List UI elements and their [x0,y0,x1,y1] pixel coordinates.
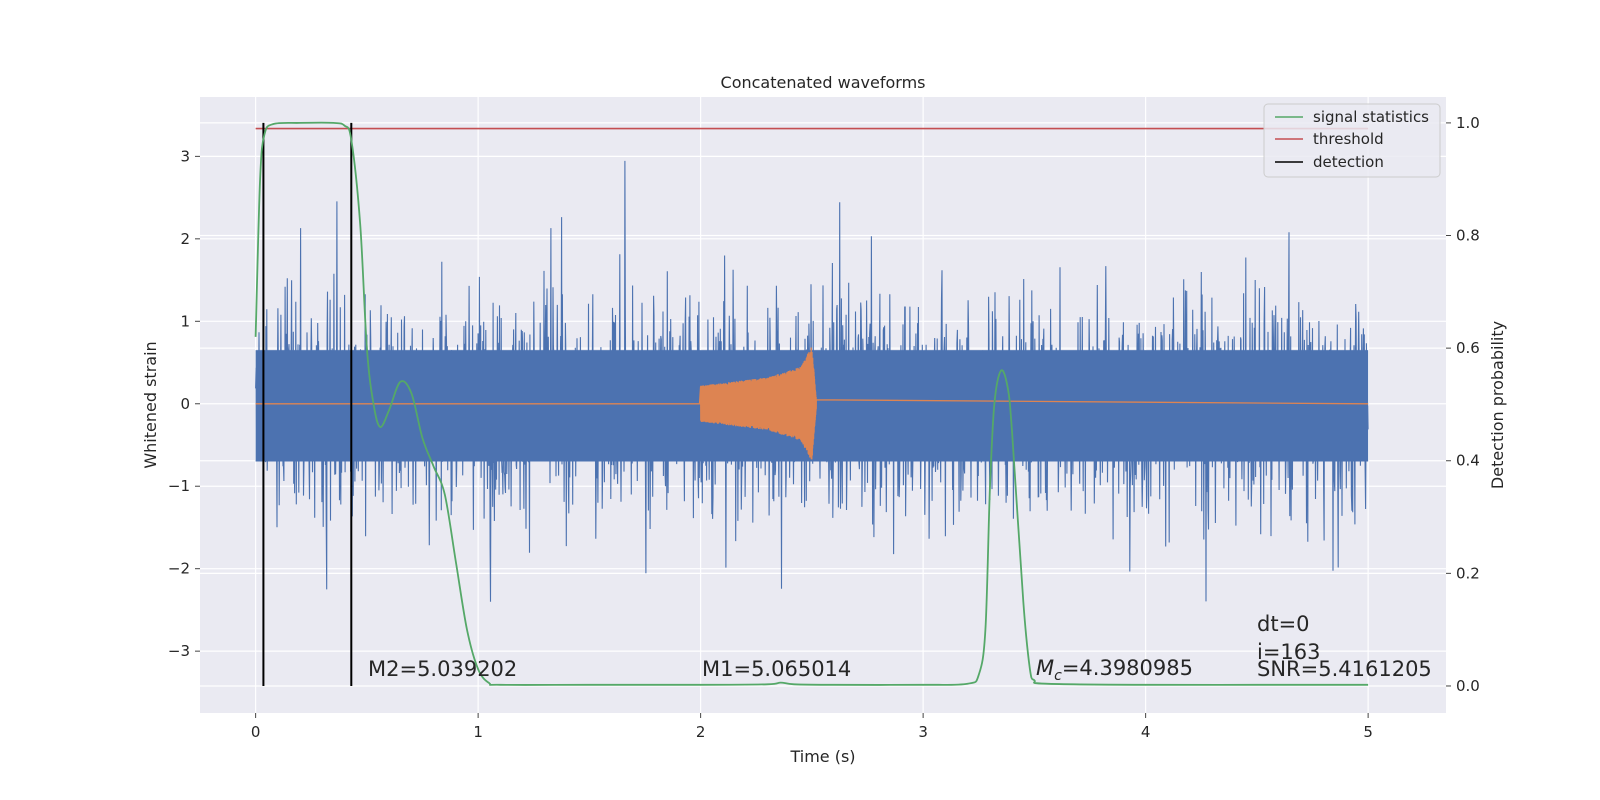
y-tick-label-right: 0.4 [1456,452,1480,470]
x-tick-label: 0 [251,723,261,741]
legend-label-signal-statistics: signal statistics [1313,108,1429,126]
annotations: M2=5.039202 M1=5.065014 Mc=4.3980985 dt=… [368,612,1432,684]
annotation-m2: M2=5.039202 [368,657,517,681]
x-tick-label: 2 [696,723,706,741]
signal-statistics-series [254,121,1369,686]
y-tick-label-right: 0.0 [1456,677,1480,695]
chart-title: Concatenated waveforms [721,73,926,92]
x-axis-label: Time (s) [789,747,855,766]
signal-statistics-line [254,121,1369,686]
annotation-chirp-mass-base: M [1036,656,1054,680]
injection-series [255,347,1369,460]
annotation-chirp-mass-sub: c [1054,668,1062,684]
y-tick-label-right: 0.6 [1456,339,1480,357]
annotation-dt: dt=0 [1257,612,1310,636]
legend-box [1263,103,1441,178]
y-tick-label-left: −2 [168,560,190,578]
y-axis-label-left: Whitened strain [141,341,160,468]
annotation-snr: SNR=5.4161205 [1257,657,1432,681]
axis-ticks: 0 1 2 3 4 5 −3 −2 −1 0 1 2 3 0.0 0.2 0.4 0.6 0.8 1.0 [168,114,1480,741]
x-tick-label: 5 [1363,723,1373,741]
legend: signal statistics threshold detection [1263,103,1441,178]
annotation-m1: M1=5.065014 [702,657,851,681]
y-tick-label-left: −3 [168,642,190,660]
x-tick-label: 3 [918,723,928,741]
y-tick-label-left: 2 [180,230,190,248]
y-tick-label-right: 0.8 [1456,227,1480,245]
legend-label-detection: detection [1313,153,1384,171]
injection-line [255,347,1369,460]
y-tick-label-right: 0.2 [1456,564,1480,582]
y-axis-label-right: Detection probability [1488,321,1507,489]
annotation-chirp-mass-value: =4.3980985 [1062,656,1193,680]
y-tick-label-left: −1 [168,477,190,495]
x-tick-label: 4 [1141,723,1151,741]
y-tick-label-left: 0 [180,395,190,413]
y-tick-label-right: 1.0 [1456,114,1480,132]
legend-label-threshold: threshold [1313,130,1384,148]
y-tick-label-left: 1 [180,312,190,330]
annotation-chirp-mass: Mc=4.3980985 [1036,656,1193,684]
y-tick-label-left: 3 [180,147,190,165]
x-tick-label: 1 [473,723,483,741]
annotation-index: i=163 [1257,640,1321,664]
